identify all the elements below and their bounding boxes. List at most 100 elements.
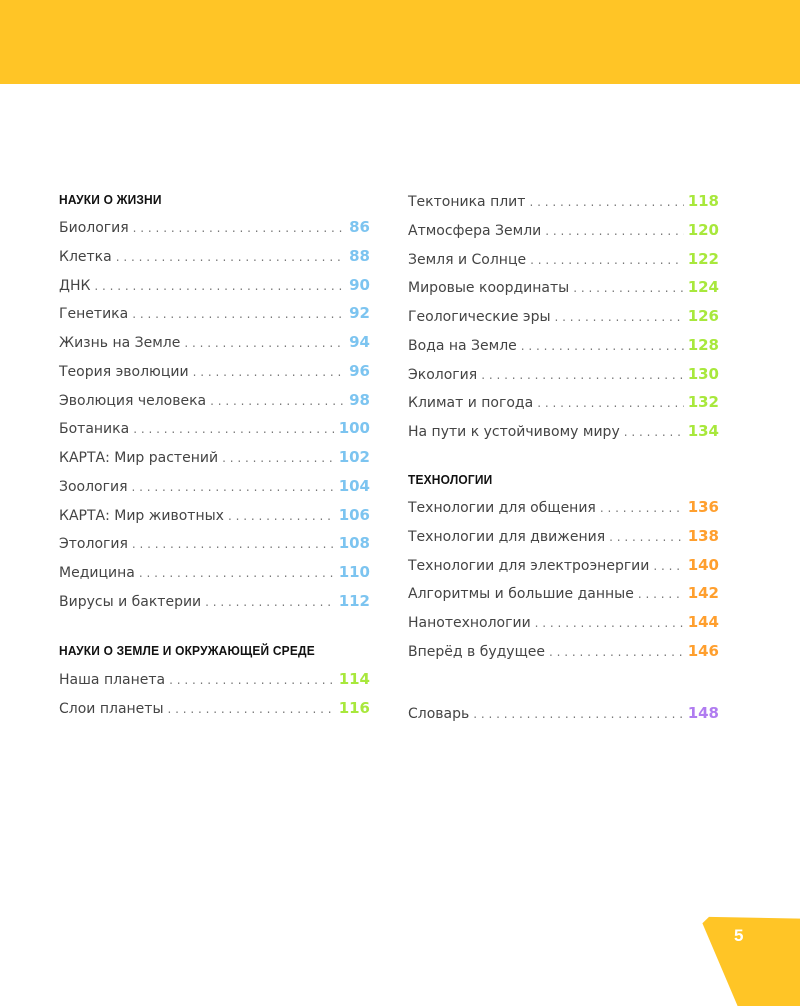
toc-entry[interactable]: ДНК 90: [59, 271, 370, 300]
entry-page: 92: [349, 304, 370, 323]
entry-page: 140: [687, 555, 719, 574]
toc-entry[interactable]: Словарь 148: [408, 699, 719, 728]
dot-leader: [132, 473, 335, 502]
toc-earth-sciences-continued: Тектоника плит 118 Атмосфера Земли 120 Земля…: [408, 187, 719, 446]
toc-entry[interactable]: Вперёд в будущее 146: [408, 637, 719, 666]
entry-title: Генетика: [59, 306, 129, 323]
entry-page: 108: [338, 534, 370, 553]
dot-leader: [222, 444, 335, 473]
dot-leader: [133, 415, 334, 444]
dot-leader: [638, 580, 684, 609]
dot-leader: [624, 418, 684, 447]
section-heading: ТЕХНОЛОГИИ: [408, 472, 493, 487]
entry-page: 138: [687, 526, 719, 545]
dot-leader: [193, 358, 346, 387]
entry-title: Алгоритмы и большие данные: [408, 586, 634, 603]
toc-earth-sciences: НАУКИ О ЗЕМЛЕ И ОКРУЖАЮЩЕЙ СРЕДЕ Наша пл…: [59, 641, 370, 723]
entry-title: Вода на Земле: [408, 337, 517, 354]
toc-entry[interactable]: Климат и погода 132: [408, 388, 719, 417]
toc-entry[interactable]: Технологии для движения 138: [408, 522, 719, 551]
toc-entry[interactable]: На пути к устойчивому миру 134: [408, 417, 719, 446]
dot-leader: [521, 332, 684, 361]
toc-life-sciences: НАУКИ О ЖИЗНИ Биология 86 Клетка 88 ДНК 90 Ген…: [59, 190, 370, 616]
entry-page: 94: [349, 333, 370, 351]
entry-page: 134: [687, 422, 719, 440]
toc-entry[interactable]: КАРТА: Мир животных 106: [59, 501, 370, 530]
dot-leader: [573, 274, 683, 303]
entry-title: Эволюция человека: [59, 392, 207, 409]
entry-title: Вирусы и бактерии: [59, 593, 202, 610]
dot-leader: [537, 389, 684, 418]
entry-page: 122: [687, 249, 719, 268]
toc-entry[interactable]: Технологии для электроэнергии 140: [408, 551, 719, 580]
entry-page: 124: [687, 278, 719, 297]
toc-entry[interactable]: Вирусы и бактерии 112: [59, 587, 370, 616]
toc-glossary: Словарь 148: [408, 699, 719, 728]
entry-title: Биология: [59, 220, 129, 236]
entry-page: 126: [687, 307, 719, 325]
top-banner: [0, 0, 800, 84]
toc-entry[interactable]: Алгоритмы и большие данные 142: [408, 579, 719, 608]
page-number-tab: [702, 916, 800, 1006]
toc-entry[interactable]: Слои планеты 116: [59, 694, 370, 723]
entry-page: 88: [349, 246, 370, 265]
entry-page: 132: [687, 393, 719, 412]
toc-entry[interactable]: Биология 86: [59, 213, 370, 242]
entry-page: 100: [338, 419, 370, 438]
toc-entry[interactable]: Зоология 104: [59, 472, 370, 501]
entry-page: 98: [349, 390, 370, 409]
entry-title: Зоология: [59, 478, 128, 495]
toc-entry[interactable]: Вода на Земле 128: [408, 331, 719, 360]
toc-entry[interactable]: Мировые координаты 124: [408, 273, 719, 302]
entry-title: ДНК: [59, 277, 91, 294]
toc-entry[interactable]: Технологии для общения 136: [408, 493, 719, 522]
entry-page: 110: [338, 563, 370, 581]
dot-leader: [529, 188, 683, 217]
entry-page: 96: [349, 361, 370, 380]
toc-entry[interactable]: КАРТА: Мир растений 102: [59, 443, 370, 472]
toc-entry[interactable]: Медицина 110: [59, 558, 370, 587]
entry-page: 106: [338, 505, 370, 524]
dot-leader: [530, 246, 684, 275]
dot-leader: [132, 300, 345, 329]
toc-entry[interactable]: Тектоника плит 118: [408, 187, 719, 216]
entry-page: 90: [349, 275, 370, 294]
entry-title: Медицина: [59, 565, 135, 581]
entry-title: Мировые координаты: [408, 280, 570, 297]
dot-leader: [600, 494, 684, 523]
entry-title: Технологии для электроэнергии: [408, 557, 650, 574]
entry-title: Геологические эры: [408, 309, 551, 325]
toc-entry[interactable]: Нанотехнологии 144: [408, 608, 719, 637]
toc-entry[interactable]: Ботаника 100: [59, 414, 370, 443]
toc-entry[interactable]: Этология 108: [59, 529, 370, 558]
entry-title: Этология: [59, 536, 128, 553]
toc-entry[interactable]: Теория эволюции 96: [59, 357, 370, 386]
entry-page: 118: [687, 192, 719, 210]
entry-title: Климат и погода: [408, 395, 534, 412]
dot-leader: [653, 552, 683, 581]
dot-leader: [481, 361, 684, 390]
toc-entry[interactable]: Наша планета 114: [59, 665, 370, 694]
dot-leader: [116, 243, 345, 272]
dot-leader: [545, 217, 683, 246]
dot-leader: [184, 329, 345, 358]
dot-leader: [210, 387, 345, 416]
entry-page: 102: [338, 448, 370, 466]
entry-page: 146: [687, 641, 719, 660]
toc-entry[interactable]: Жизнь на Земле 94: [59, 328, 370, 357]
toc-entry[interactable]: Земля и Солнце 122: [408, 245, 719, 274]
entry-title: Вперёд в будущее: [408, 643, 545, 660]
toc-entry[interactable]: Генетика 92: [59, 299, 370, 328]
dot-leader: [139, 559, 335, 588]
entry-title: Словарь: [408, 706, 470, 722]
toc-entry[interactable]: Клетка 88: [59, 242, 370, 271]
dot-leader: [473, 700, 683, 729]
entry-page: 130: [687, 364, 719, 383]
toc-entry[interactable]: Экология 130: [408, 360, 719, 389]
toc-entry[interactable]: Эволюция человека 98: [59, 386, 370, 415]
entry-page: 136: [687, 498, 719, 516]
toc-entry[interactable]: Геологические эры 126: [408, 302, 719, 331]
entry-title: Технологии для движения: [408, 528, 606, 545]
toc-entry[interactable]: Атмосфера Земли 120: [408, 216, 719, 245]
entry-page: 86: [349, 218, 370, 236]
